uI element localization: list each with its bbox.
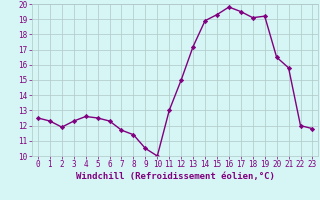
X-axis label: Windchill (Refroidissement éolien,°C): Windchill (Refroidissement éolien,°C) xyxy=(76,172,275,181)
